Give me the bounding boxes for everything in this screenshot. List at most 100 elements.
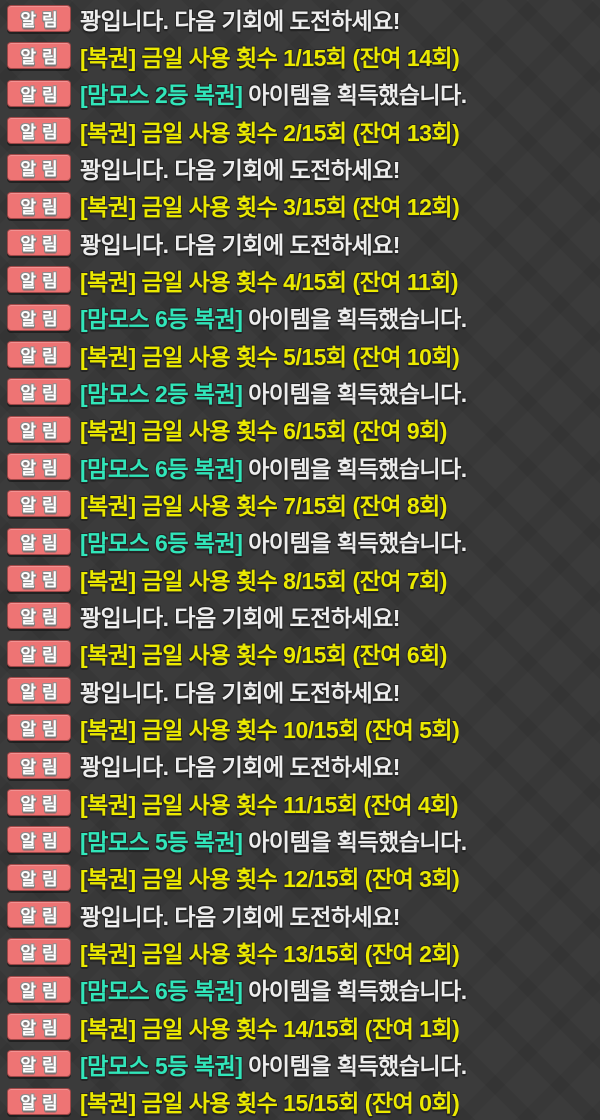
notification-message: [복권] 금일 사용 횟수 13/15회 (잔여 2회) [80, 935, 459, 969]
notification-row: 알림 [복권] 금일 사용 횟수 8/15회 (잔여 7회) [0, 560, 600, 597]
alert-badge: 알림 [7, 677, 71, 705]
message-segment-white: 아이템을 획득했습니다. [242, 978, 467, 1005]
alert-badge-label: 알림 [20, 459, 64, 479]
notification-row: 알림 꽝입니다. 다음 기회에 도전하세요! [0, 149, 600, 186]
notification-row: 알림 꽝입니다. 다음 기회에 도전하세요! [0, 747, 600, 784]
notification-row: 알림 꽝입니다. 다음 기회에 도전하세요! [0, 672, 600, 709]
notification-row: 알림 [복권] 금일 사용 횟수 7/15회 (잔여 8회) [0, 485, 600, 522]
message-segment-white: 꽝입니다. 다음 기회에 도전하세요! [80, 7, 400, 34]
alert-badge-label: 알림 [20, 720, 64, 740]
alert-badge-label: 알림 [20, 272, 64, 292]
notification-row: 알림 [맘모스 5등 복권] 아이템을 획득했습니다. [0, 821, 600, 858]
notification-message: [복권] 금일 사용 횟수 5/15회 (잔여 10회) [80, 338, 459, 372]
alert-badge-label: 알림 [20, 48, 64, 68]
alert-badge: 알림 [7, 1013, 71, 1041]
message-segment-yellow: [복권] 금일 사용 횟수 15/15회 (잔여 0회) [80, 1090, 460, 1117]
notification-message: 꽝입니다. 다음 기회에 도전하세요! [80, 898, 400, 932]
alert-badge-label: 알림 [20, 421, 64, 441]
notification-message: [복권] 금일 사용 횟수 4/15회 (잔여 11회) [80, 263, 458, 297]
alert-badge-label: 알림 [20, 11, 64, 31]
alert-badge-label: 알림 [20, 1019, 64, 1039]
alert-badge: 알림 [7, 378, 71, 406]
notification-message: [복권] 금일 사용 횟수 7/15회 (잔여 8회) [80, 487, 447, 521]
alert-badge: 알림 [7, 826, 71, 854]
message-segment-white: 꽝입니다. 다음 기회에 도전하세요! [80, 604, 400, 631]
notification-row: 알림 [복권] 금일 사용 횟수 12/15회 (잔여 3회) [0, 859, 600, 896]
notification-message: [복권] 금일 사용 횟수 12/15회 (잔여 3회) [80, 860, 459, 894]
message-segment-yellow: [복권] 금일 사용 횟수 7/15회 (잔여 8회) [80, 492, 447, 519]
notification-message: [맘모스 6등 복권] 아이템을 획득했습니다. [80, 300, 467, 334]
notification-message: [복권] 금일 사용 횟수 8/15회 (잔여 7회) [80, 562, 447, 596]
notification-message: [맘모스 2등 복권] 아이템을 획득했습니다. [80, 76, 467, 110]
alert-badge-label: 알림 [20, 608, 64, 628]
notification-row: 알림 [맘모스 6등 복권] 아이템을 획득했습니다. [0, 523, 600, 560]
alert-badge: 알림 [7, 975, 71, 1003]
message-segment-yellow: [복권] 금일 사용 횟수 11/15회 (잔여 4회) [80, 791, 458, 818]
notification-row: 알림 [복권] 금일 사용 횟수 14/15회 (잔여 1회) [0, 1008, 600, 1045]
alert-badge: 알림 [7, 5, 71, 33]
alert-badge: 알림 [7, 751, 71, 779]
alert-badge: 알림 [7, 266, 71, 294]
message-segment-white: 아이템을 획득했습니다. [242, 306, 467, 333]
message-segment-yellow: [복권] 금일 사용 횟수 1/15회 (잔여 14회) [80, 44, 460, 71]
notification-message: [복권] 금일 사용 횟수 6/15회 (잔여 9회) [80, 412, 447, 446]
notification-row: 알림 [복권] 금일 사용 횟수 3/15회 (잔여 12회) [0, 187, 600, 224]
notification-row: 알림 [복권] 금일 사용 횟수 10/15회 (잔여 5회) [0, 709, 600, 746]
message-segment-teal: [맘모스 2등 복권] [80, 380, 243, 407]
notification-message: [복권] 금일 사용 횟수 15/15회 (잔여 0회) [80, 1084, 459, 1118]
notification-row: 알림 [복권] 금일 사용 횟수 5/15회 (잔여 10회) [0, 336, 600, 373]
alert-badge: 알림 [7, 527, 71, 555]
notification-message: [복권] 금일 사용 횟수 3/15회 (잔여 12회) [80, 188, 459, 222]
alert-badge-label: 알림 [20, 347, 64, 367]
message-segment-white: 아이템을 획득했습니다. [242, 530, 467, 557]
alert-badge-label: 알림 [20, 757, 64, 777]
alert-badge-label: 알림 [20, 85, 64, 105]
message-segment-white: 꽝입니다. 다음 기회에 도전하세요! [80, 231, 400, 258]
message-segment-yellow: [복권] 금일 사용 횟수 13/15회 (잔여 2회) [80, 940, 460, 967]
alert-badge: 알림 [7, 341, 71, 369]
notification-message: [맘모스 6등 복권] 아이템을 획득했습니다. [80, 972, 467, 1006]
notification-row: 알림 [복권] 금일 사용 횟수 6/15회 (잔여 9회) [0, 411, 600, 448]
alert-badge: 알림 [7, 229, 71, 257]
alert-badge-label: 알림 [20, 384, 64, 404]
alert-badge: 알림 [7, 117, 71, 145]
notification-row: 알림 [맘모스 6등 복권] 아이템을 획득했습니다. [0, 971, 600, 1008]
message-segment-yellow: [복권] 금일 사용 횟수 3/15회 (잔여 12회) [80, 194, 460, 221]
message-segment-teal: [맘모스 5등 복권] [80, 1052, 243, 1079]
notification-message: [복권] 금일 사용 횟수 11/15회 (잔여 4회) [80, 786, 458, 820]
alert-badge: 알림 [7, 490, 71, 518]
notification-row: 알림 [맘모스 6등 복권] 아이템을 획득했습니다. [0, 299, 600, 336]
alert-badge: 알림 [7, 453, 71, 481]
alert-badge-label: 알림 [20, 832, 64, 852]
notification-message: [맘모스 6등 복권] 아이템을 획득했습니다. [80, 524, 467, 558]
alert-badge: 알림 [7, 79, 71, 107]
notification-message: [복권] 금일 사용 횟수 10/15회 (잔여 5회) [80, 711, 459, 745]
alert-badge: 알림 [7, 565, 71, 593]
alert-badge: 알림 [7, 714, 71, 742]
alert-badge-label: 알림 [20, 571, 64, 591]
alert-badge-label: 알림 [20, 235, 64, 255]
alert-badge: 알림 [7, 863, 71, 891]
alert-badge: 알림 [7, 191, 71, 219]
alert-badge: 알림 [7, 602, 71, 630]
alert-badge-label: 알림 [20, 533, 64, 553]
notification-row: 알림 [복권] 금일 사용 횟수 11/15회 (잔여 4회) [0, 784, 600, 821]
message-segment-teal: [맘모스 5등 복권] [80, 828, 243, 855]
message-segment-yellow: [복권] 금일 사용 횟수 4/15회 (잔여 11회) [80, 268, 458, 295]
alert-badge: 알림 [7, 789, 71, 817]
notification-message: 꽝입니다. 다음 기회에 도전하세요! [80, 599, 400, 633]
message-segment-white: 아이템을 획득했습니다. [242, 1052, 467, 1079]
notification-message: 꽝입니다. 다음 기회에 도전하세요! [80, 226, 400, 260]
alert-badge-label: 알림 [20, 645, 64, 665]
alert-badge-label: 알림 [20, 795, 64, 815]
message-segment-teal: [맘모스 6등 복권] [80, 530, 243, 557]
alert-badge: 알림 [7, 42, 71, 70]
notification-row: 알림 [맘모스 6등 복권] 아이템을 획득했습니다. [0, 448, 600, 485]
alert-badge: 알림 [7, 1087, 71, 1115]
alert-badge: 알림 [7, 415, 71, 443]
notification-row: 알림 꽝입니다. 다음 기회에 도전하세요! [0, 597, 600, 634]
alert-badge-label: 알림 [20, 309, 64, 329]
message-segment-teal: [맘모스 6등 복권] [80, 306, 243, 333]
alert-badge-label: 알림 [20, 1093, 64, 1113]
